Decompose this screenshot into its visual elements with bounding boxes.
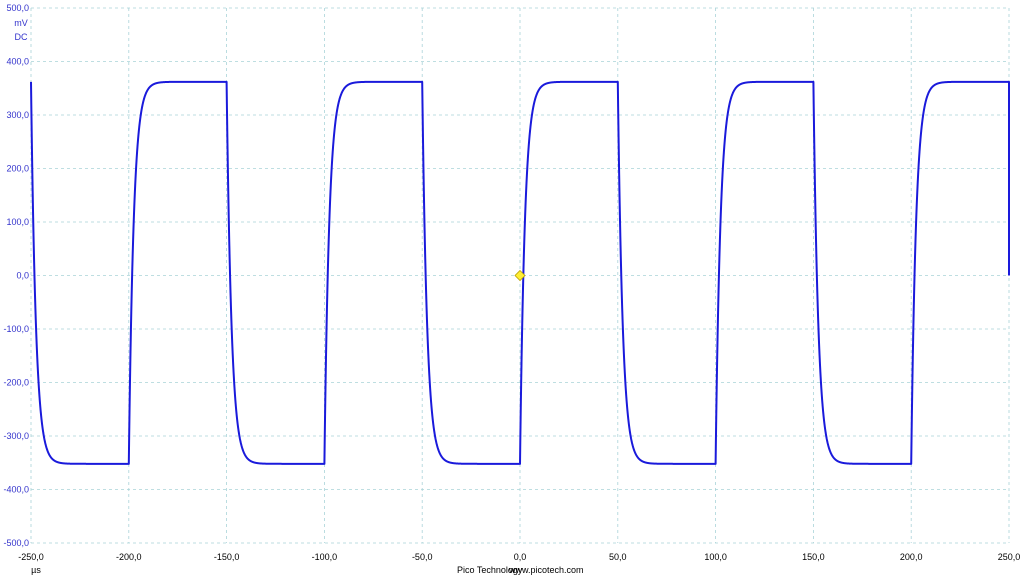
y-tick-label: 300,0	[6, 110, 29, 120]
y-tick-label: -100,0	[3, 324, 29, 334]
y-tick-label: -200,0	[3, 378, 29, 388]
x-tick-label: 250,0	[998, 552, 1021, 562]
y-axis-tick-labels: 500,0 400,0 300,0 200,0 100,0 0,0 -100,0 -200,0…	[3, 3, 29, 548]
y-tick-label: 400,0	[6, 57, 29, 67]
footer-brand: Pico Technology	[457, 565, 523, 575]
x-unit-label: µs	[31, 565, 41, 575]
x-tick-label: 150,0	[802, 552, 825, 562]
y-tick-label: -400,0	[3, 485, 29, 495]
footer-website: www.picotech.com	[508, 565, 584, 575]
x-tick-label: -200,0	[116, 552, 142, 562]
series-trace	[30, 80, 1010, 465]
y-tick-label: -300,0	[3, 431, 29, 441]
x-tick-label: -50,0	[412, 552, 433, 562]
y-tick-label: 200,0	[6, 164, 29, 174]
y-tick-label: 500,0	[6, 3, 29, 13]
trigger-marker[interactable]	[514, 269, 526, 282]
y-tick-label: 0,0	[16, 271, 29, 281]
x-tick-label: 0,0	[514, 552, 527, 562]
x-tick-label: -150,0	[214, 552, 240, 562]
x-tick-label: -250,0	[18, 552, 44, 562]
x-tick-label: -100,0	[312, 552, 338, 562]
x-tick-label: 200,0	[900, 552, 923, 562]
y-tick-label: 100,0	[6, 217, 29, 227]
x-axis-tick-labels: -250,0 -200,0 -150,0 -100,0 -50,0 0,0 50,0 100,…	[18, 552, 1020, 562]
coupling-label: DC	[15, 32, 28, 42]
y-tick-label: -500,0	[3, 538, 29, 548]
y-unit-label: mV	[14, 18, 28, 28]
x-tick-label: 50,0	[609, 552, 627, 562]
x-tick-label: 100,0	[704, 552, 727, 562]
